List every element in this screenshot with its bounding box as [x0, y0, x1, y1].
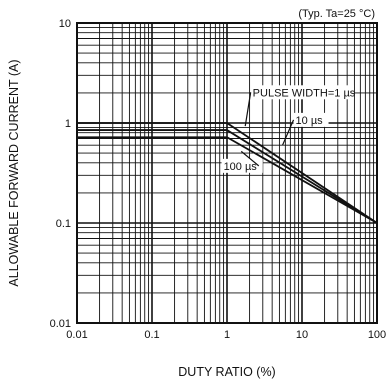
y-tick-label: 1 [65, 118, 71, 130]
x-tick-label: 1 [224, 329, 230, 341]
series-line-2 [77, 129, 378, 224]
x-axis-label: DUTY RATIO (%) [178, 365, 275, 379]
series-line-1 [77, 122, 378, 224]
series-label-bg [293, 112, 329, 127]
series-label-bg [250, 85, 354, 100]
series-label-1: PULSE WIDTH=1 µs [253, 87, 356, 99]
leader-line [244, 92, 252, 127]
x-tick-labels: 0.01 0.1 1 10 100 [66, 329, 386, 341]
x-tick-label: 100 [368, 329, 386, 341]
series-label-bg [221, 158, 263, 173]
leader-line [240, 150, 260, 167]
y-tick-label: 0.1 [56, 218, 71, 230]
series-labels: PULSE WIDTH=1 µs 10 µs 100 µs [221, 85, 356, 173]
x-tick-label: 0.01 [66, 329, 87, 341]
y-tick-label: 0.01 [50, 318, 71, 330]
y-tick-labels: 0.01 0.1 1 10 [50, 18, 71, 330]
series-line-3 [77, 136, 378, 224]
series-lines [77, 122, 378, 224]
grid [76, 23, 377, 324]
plot-frame [76, 22, 378, 324]
x-tick-label: 10 [296, 329, 308, 341]
leader-line [281, 119, 295, 146]
series-label-3: 100 µs [224, 161, 258, 173]
x-tick-label: 0.1 [144, 329, 159, 341]
y-tick-label: 10 [59, 18, 71, 30]
y-axis-label: ALLOWABLE FORWARD CURRENT (A) [7, 59, 21, 286]
test-condition: (Typ. Ta=25 °C) [298, 8, 375, 20]
series-label-2: 10 µs [296, 115, 324, 127]
